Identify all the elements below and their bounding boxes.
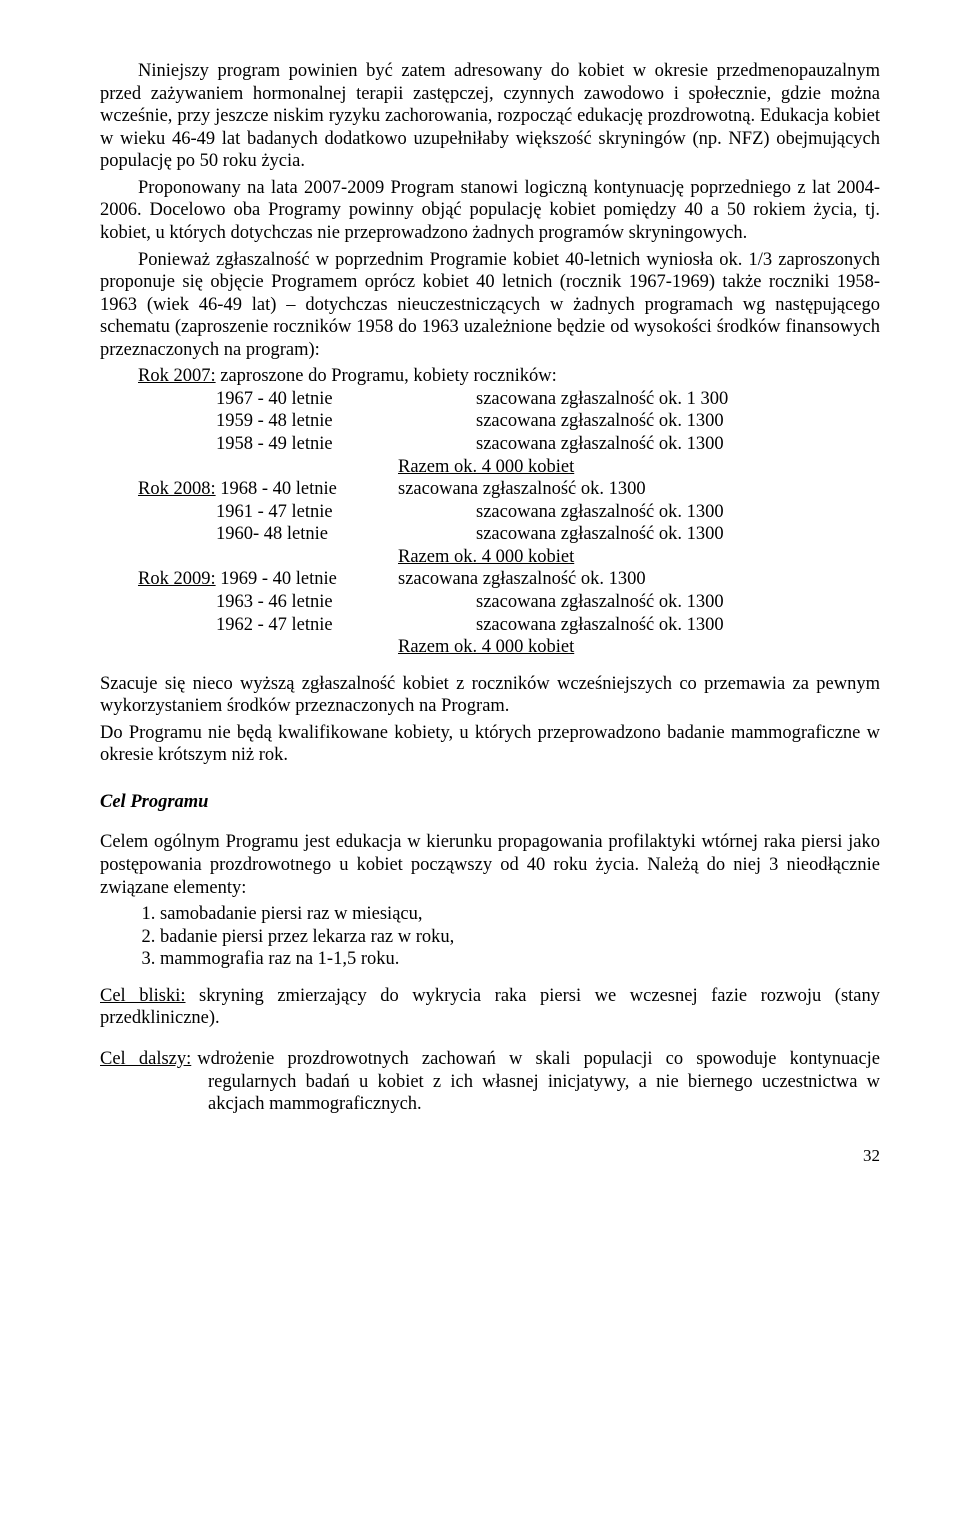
- rok-2009-label: Rok 2009:: [138, 569, 216, 589]
- elements-list: samobadanie piersi raz w miesiącu, badan…: [100, 903, 880, 971]
- table-row: 1958 - 49 letnie szacowana zgłaszalność …: [216, 433, 880, 456]
- cel-dalszy-label: Cel dalszy:: [100, 1049, 197, 1069]
- schedule-2007: Rok 2007: zaproszone do Programu, kobiet…: [138, 365, 880, 455]
- paragraph-3: Ponieważ zgłaszalność w poprzednim Progr…: [100, 249, 880, 362]
- schedule-2007-header: Rok 2007: zaproszone do Programu, kobiet…: [138, 365, 880, 388]
- section-title-cel: Cel Programu: [100, 791, 880, 814]
- sched-left: 1959 - 48 letnie: [216, 410, 476, 433]
- paragraph-4: Szacuje się nieco wyższą zgłaszalność ko…: [100, 673, 880, 718]
- cel-dalszy: Cel dalszy:wdrożenie prozdrowotnych zach…: [100, 1048, 880, 1116]
- paragraph-6: Celem ogólnym Programu jest edukacja w k…: [100, 831, 880, 899]
- sched-left: 1963 - 46 letnie: [216, 591, 476, 614]
- rok-2007-label: Rok 2007:: [138, 366, 216, 386]
- paragraph-1: Niniejszy program powinien być zatem adr…: [100, 60, 880, 173]
- paragraph-5: Do Programu nie będą kwalifikowane kobie…: [100, 722, 880, 767]
- rok-2008-row0: 1968 - 40 letnie: [216, 479, 337, 499]
- rok-2007-tail: zaproszone do Programu, kobiety rocznikó…: [216, 366, 557, 386]
- sched-left: 1960- 48 letnie: [216, 523, 476, 546]
- page: Niniejszy program powinien być zatem adr…: [0, 0, 960, 1206]
- razem-2007: Razem ok. 4 000 kobiet: [398, 456, 880, 479]
- cel-dalszy-text: wdrożenie prozdrowotnych zachowań w skal…: [197, 1049, 880, 1114]
- sched-right: szacowana zgłaszalność ok. 1300: [476, 591, 880, 614]
- table-row: Rok 2008: 1968 - 40 letnie szacowana zgł…: [138, 478, 880, 501]
- schedule-2009: Rok 2009: 1969 - 40 letnie szacowana zgł…: [138, 568, 880, 636]
- sched-left: 1962 - 47 letnie: [216, 614, 476, 637]
- sched-right: szacowana zgłaszalność ok. 1300: [398, 568, 880, 591]
- cel-dalszy-body: Cel dalszy:wdrożenie prozdrowotnych zach…: [100, 1048, 880, 1116]
- table-row: 1967 - 40 letnie szacowana zgłaszalność …: [216, 388, 880, 411]
- razem-2009: Razem ok. 4 000 kobiet: [398, 636, 880, 659]
- table-row: Rok 2009: 1969 - 40 letnie szacowana zgł…: [138, 568, 880, 591]
- list-item: samobadanie piersi raz w miesiącu,: [160, 903, 880, 926]
- razem-2008: Razem ok. 4 000 kobiet: [398, 546, 880, 569]
- sched-right: szacowana zgłaszalność ok. 1 300: [476, 388, 880, 411]
- cel-bliski: Cel bliski: skryning zmierzający do wykr…: [100, 985, 880, 1030]
- list-item: mammografia raz na 1-1,5 roku.: [160, 948, 880, 971]
- table-row: 1960- 48 letnie szacowana zgłaszalność o…: [216, 523, 880, 546]
- sched-left: 1958 - 49 letnie: [216, 433, 476, 456]
- list-item: badanie piersi przez lekarza raz w roku,: [160, 926, 880, 949]
- table-row: 1959 - 48 letnie szacowana zgłaszalność …: [216, 410, 880, 433]
- sched-left: Rok 2009: 1969 - 40 letnie: [138, 568, 398, 591]
- table-row: 1961 - 47 letnie szacowana zgłaszalność …: [216, 501, 880, 524]
- table-row: 1962 - 47 letnie szacowana zgłaszalność …: [216, 614, 880, 637]
- table-row: 1963 - 46 letnie szacowana zgłaszalność …: [216, 591, 880, 614]
- sched-left: 1967 - 40 letnie: [216, 388, 476, 411]
- sched-right: szacowana zgłaszalność ok. 1300: [476, 614, 880, 637]
- cel-bliski-label: Cel bliski:: [100, 986, 186, 1006]
- sched-right: szacowana zgłaszalność ok. 1300: [476, 523, 880, 546]
- schedule-2008: Rok 2008: 1968 - 40 letnie szacowana zgł…: [138, 478, 880, 546]
- page-number: 32: [100, 1146, 880, 1167]
- sched-right: szacowana zgłaszalność ok. 1300: [398, 478, 880, 501]
- cel-bliski-body: skryning zmierzający do wykrycia raka pi…: [100, 986, 880, 1029]
- paragraph-2: Proponowany na lata 2007-2009 Program st…: [100, 177, 880, 245]
- sched-right: szacowana zgłaszalność ok. 1300: [476, 410, 880, 433]
- rok-2008-label: Rok 2008:: [138, 479, 216, 499]
- sched-left: 1961 - 47 letnie: [216, 501, 476, 524]
- sched-right: szacowana zgłaszalność ok. 1300: [476, 501, 880, 524]
- sched-right: szacowana zgłaszalność ok. 1300: [476, 433, 880, 456]
- sched-left: Rok 2008: 1968 - 40 letnie: [138, 478, 398, 501]
- rok-2009-row0: 1969 - 40 letnie: [216, 569, 337, 589]
